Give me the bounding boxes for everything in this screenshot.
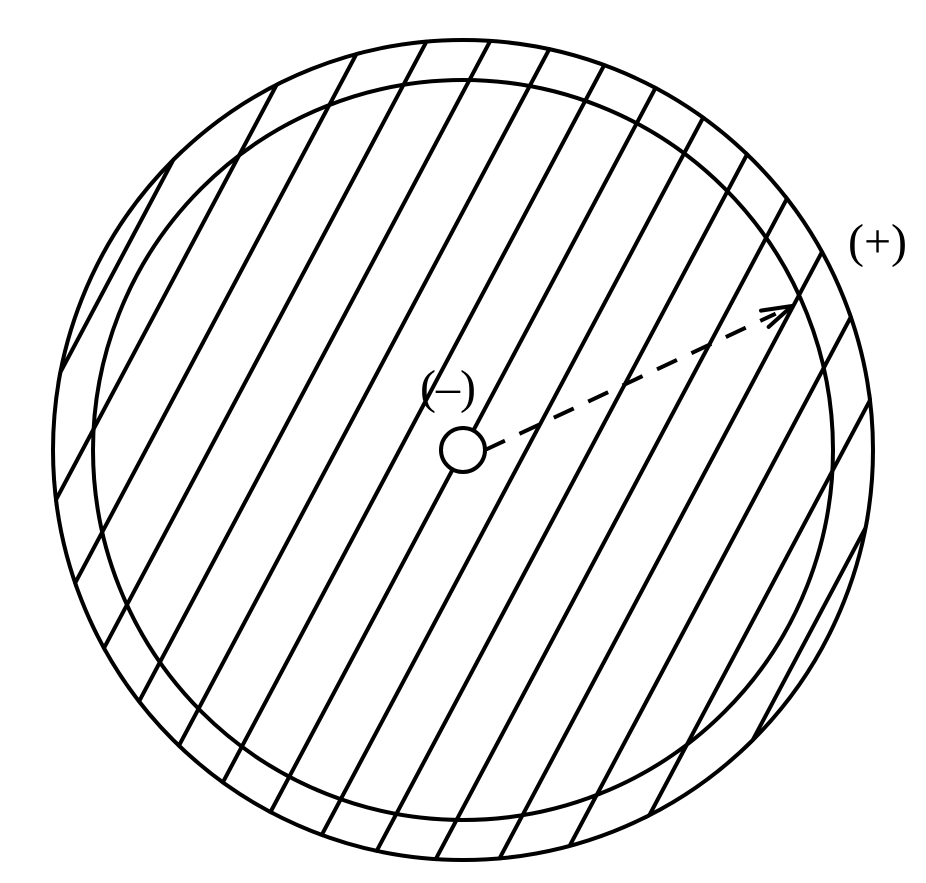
outer-label: (+)	[848, 214, 907, 269]
diagram-svg	[0, 0, 926, 883]
center-label: (–)	[420, 360, 476, 415]
center-dot	[441, 428, 485, 472]
radius-arrow-shaft	[485, 314, 776, 450]
